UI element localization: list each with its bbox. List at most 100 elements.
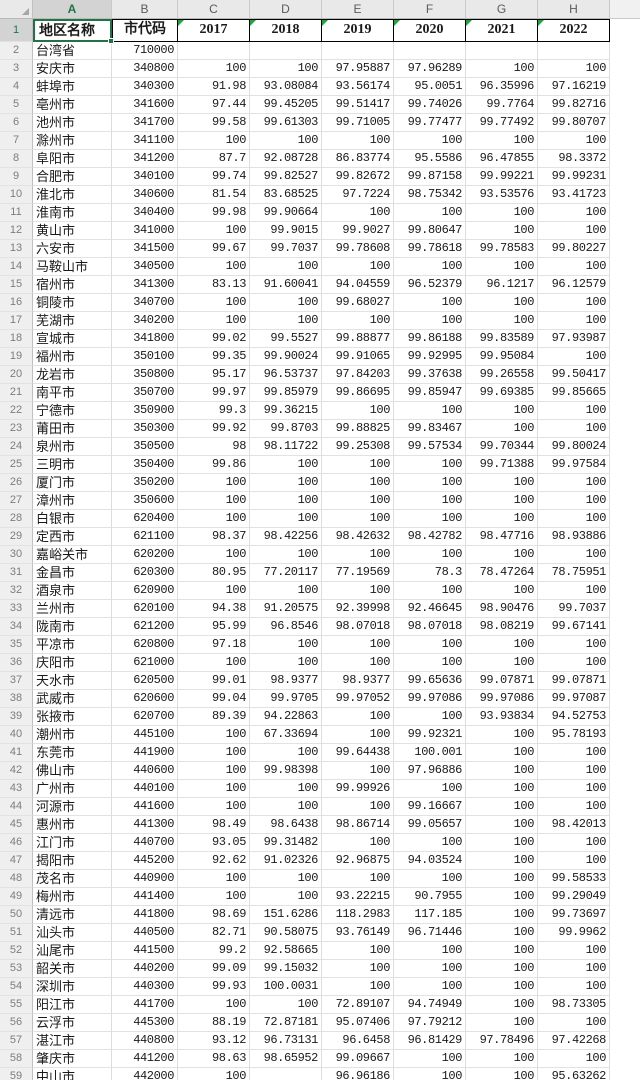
row-number[interactable]: 47 <box>0 852 33 870</box>
value-cell[interactable]: 78.47264 <box>466 564 538 582</box>
value-cell[interactable]: 100 <box>466 978 538 996</box>
value-cell[interactable]: 100 <box>250 60 322 78</box>
value-cell[interactable]: 100 <box>178 312 250 330</box>
value-cell[interactable]: 100 <box>466 636 538 654</box>
region-cell[interactable]: 六安市 <box>33 240 112 258</box>
value-cell[interactable]: 100 <box>466 960 538 978</box>
value-cell[interactable]: 100 <box>538 312 610 330</box>
value-cell[interactable]: 99.71388 <box>466 456 538 474</box>
region-cell[interactable]: 龙岩市 <box>33 366 112 384</box>
row-number[interactable]: 4 <box>0 78 33 96</box>
value-cell[interactable]: 98.37 <box>178 528 250 546</box>
row-number[interactable]: 39 <box>0 708 33 726</box>
value-cell[interactable]: 100 <box>394 654 466 672</box>
code-cell[interactable]: 441500 <box>112 942 178 960</box>
value-cell[interactable]: 99.88877 <box>322 330 394 348</box>
value-cell[interactable]: 97.96289 <box>394 60 466 78</box>
region-cell[interactable]: 云浮市 <box>33 1014 112 1032</box>
value-cell[interactable]: 99.71005 <box>322 114 394 132</box>
value-cell[interactable]: 100 <box>394 474 466 492</box>
value-cell[interactable]: 99.86188 <box>394 330 466 348</box>
value-cell[interactable]: 100 <box>466 762 538 780</box>
value-cell[interactable]: 100 <box>322 510 394 528</box>
value-cell[interactable]: 99.9962 <box>538 924 610 942</box>
value-cell[interactable]: 97.16219 <box>538 78 610 96</box>
row-number[interactable]: 32 <box>0 582 33 600</box>
code-cell[interactable]: 340300 <box>112 78 178 96</box>
value-cell[interactable]: 98.86714 <box>322 816 394 834</box>
region-cell[interactable]: 宁德市 <box>33 402 112 420</box>
code-cell[interactable]: 620500 <box>112 672 178 690</box>
code-cell[interactable]: 341300 <box>112 276 178 294</box>
code-cell[interactable]: 620200 <box>112 546 178 564</box>
value-cell[interactable]: 100 <box>178 294 250 312</box>
value-cell[interactable]: 100 <box>322 762 394 780</box>
value-cell[interactable]: 100 <box>538 582 610 600</box>
value-cell[interactable] <box>322 42 394 60</box>
value-cell[interactable]: 100 <box>466 852 538 870</box>
value-cell[interactable]: 100 <box>466 996 538 1014</box>
row-number[interactable]: 16 <box>0 294 33 312</box>
value-cell[interactable]: 100 <box>394 402 466 420</box>
value-cell[interactable] <box>466 42 538 60</box>
row-number[interactable]: 49 <box>0 888 33 906</box>
value-cell[interactable]: 99.83467 <box>394 420 466 438</box>
value-cell[interactable]: 100 <box>250 312 322 330</box>
value-cell[interactable]: 100 <box>322 798 394 816</box>
code-cell[interactable]: 620600 <box>112 690 178 708</box>
column-header-F[interactable]: F <box>394 0 466 19</box>
value-cell[interactable]: 100 <box>394 132 466 150</box>
value-cell[interactable]: 99.74026 <box>394 96 466 114</box>
value-cell[interactable]: 99.16667 <box>394 798 466 816</box>
value-cell[interactable]: 100 <box>394 294 466 312</box>
value-cell[interactable]: 100 <box>322 258 394 276</box>
row-number[interactable]: 43 <box>0 780 33 798</box>
row-number[interactable]: 42 <box>0 762 33 780</box>
code-cell[interactable]: 440700 <box>112 834 178 852</box>
code-cell[interactable]: 340700 <box>112 294 178 312</box>
value-cell[interactable]: 99.83589 <box>466 330 538 348</box>
value-cell[interactable]: 93.41723 <box>538 186 610 204</box>
value-cell[interactable]: 99.99926 <box>322 780 394 798</box>
value-cell[interactable]: 100 <box>178 510 250 528</box>
region-cell[interactable]: 福州市 <box>33 348 112 366</box>
region-cell[interactable]: 茂名市 <box>33 870 112 888</box>
value-cell[interactable]: 100 <box>466 420 538 438</box>
row-number[interactable]: 11 <box>0 204 33 222</box>
value-cell[interactable]: 100 <box>466 546 538 564</box>
region-cell[interactable]: 马鞍山市 <box>33 258 112 276</box>
value-cell[interactable]: 100 <box>538 492 610 510</box>
value-cell[interactable]: 100 <box>322 960 394 978</box>
value-cell[interactable]: 99.50417 <box>538 366 610 384</box>
value-cell[interactable]: 99.35 <box>178 348 250 366</box>
row-number[interactable]: 53 <box>0 960 33 978</box>
code-cell[interactable]: 441900 <box>112 744 178 762</box>
region-cell[interactable]: 酒泉市 <box>33 582 112 600</box>
value-cell[interactable]: 100 <box>394 870 466 888</box>
value-cell[interactable]: 98.9377 <box>250 672 322 690</box>
value-cell[interactable]: 99.7764 <box>466 96 538 114</box>
value-cell[interactable]: 100 <box>466 258 538 276</box>
row-number[interactable]: 12 <box>0 222 33 240</box>
value-cell[interactable]: 88.19 <box>178 1014 250 1032</box>
value-cell[interactable]: 99.58 <box>178 114 250 132</box>
value-cell[interactable]: 96.6458 <box>322 1032 394 1050</box>
region-cell[interactable]: 台湾省 <box>33 42 112 60</box>
value-cell[interactable]: 95.63262 <box>538 1068 610 1080</box>
value-cell[interactable]: 98.65952 <box>250 1050 322 1068</box>
value-cell[interactable]: 100 <box>394 942 466 960</box>
code-cell[interactable]: 350400 <box>112 456 178 474</box>
value-cell[interactable]: 99.77477 <box>394 114 466 132</box>
value-cell[interactable]: 95.17 <box>178 366 250 384</box>
row-number[interactable]: 40 <box>0 726 33 744</box>
value-cell[interactable]: 99.09 <box>178 960 250 978</box>
row-number[interactable]: 48 <box>0 870 33 888</box>
value-cell[interactable]: 93.76149 <box>322 924 394 942</box>
value-cell[interactable]: 93.56174 <box>322 78 394 96</box>
value-cell[interactable]: 99.04 <box>178 690 250 708</box>
value-cell[interactable]: 100 <box>466 906 538 924</box>
value-cell[interactable]: 117.185 <box>394 906 466 924</box>
region-cell[interactable]: 梅州市 <box>33 888 112 906</box>
region-cell[interactable]: 莆田市 <box>33 420 112 438</box>
row-number[interactable]: 1 <box>0 19 33 42</box>
